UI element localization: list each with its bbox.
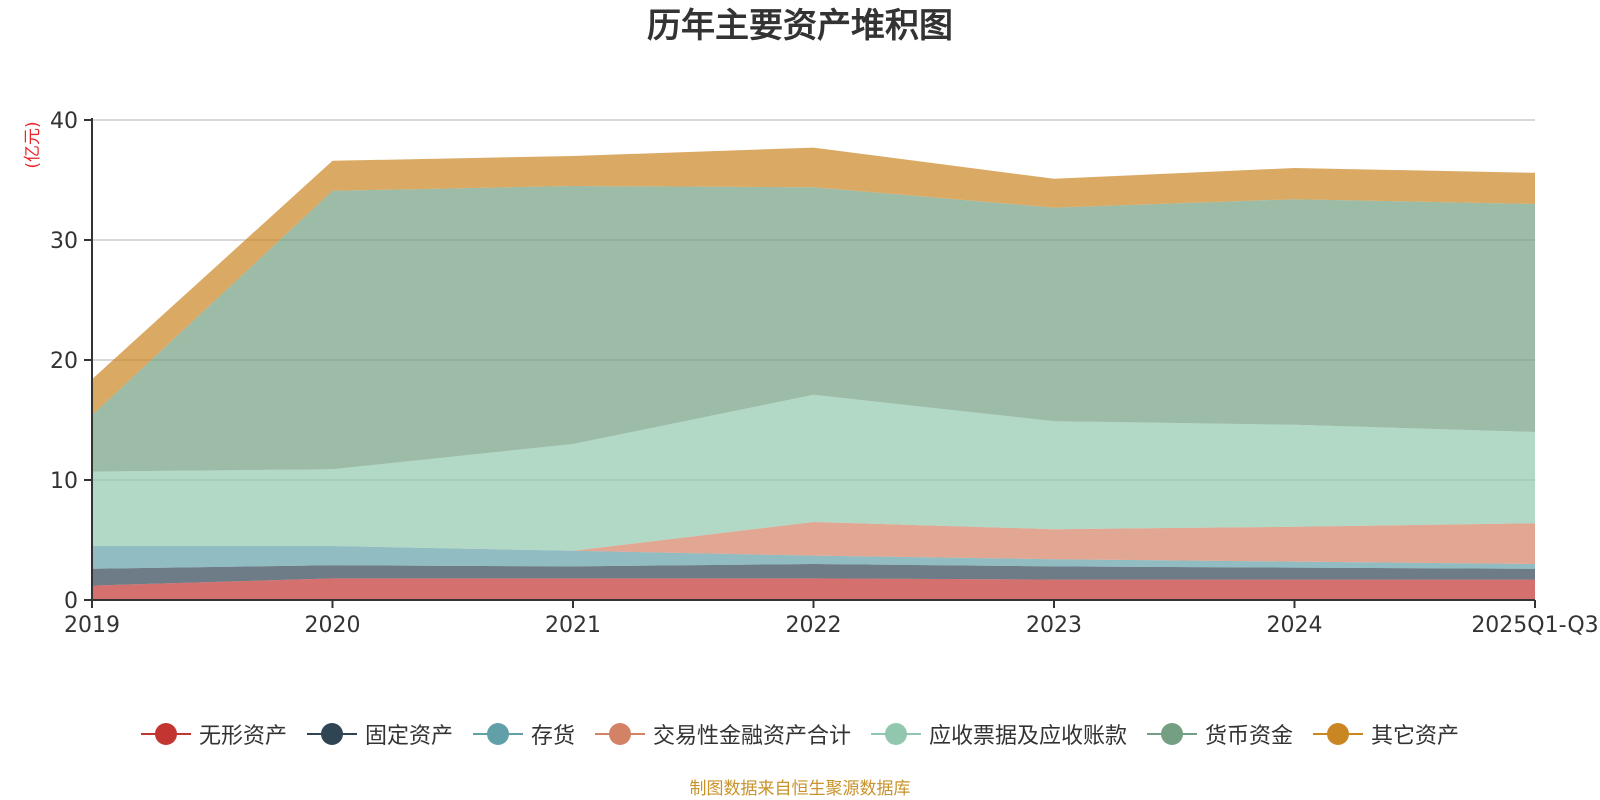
legend-label: 交易性金融资产合计	[652, 724, 851, 749]
area-series-5[interactable]	[92, 186, 1535, 472]
legend-marker-icon	[594, 723, 645, 745]
legend-item-0[interactable]: 无形资产	[140, 718, 287, 750]
y-tick-label-0: 0	[64, 589, 78, 614]
source-note: 制图数据来自恒生聚源数据库	[689, 779, 911, 799]
legend-item-1[interactable]: 固定资产	[306, 718, 453, 750]
y-tick-label-10: 10	[50, 469, 78, 494]
y-tick-label-40: 40	[50, 109, 78, 134]
x-tick-label-0: 2019	[64, 613, 120, 638]
legend-dot	[1327, 723, 1350, 745]
axis-layer: 0 10 20 30 40 2019 2020 2021 2022 2023 2024 2025Q1-…	[50, 109, 1599, 638]
y-tick-label-20: 20	[50, 349, 78, 374]
legend-item-5[interactable]: 货币资金	[1147, 718, 1293, 750]
legend-label: 其它资产	[1371, 724, 1460, 749]
x-tick-label-3: 2022	[786, 613, 842, 638]
area-series-1[interactable]	[92, 564, 1535, 586]
legend-label: 存货	[530, 724, 575, 749]
x-tick-label-6: 2025Q1-Q3	[1471, 613, 1598, 638]
legend-label: 固定资产	[364, 724, 453, 749]
area-series-0[interactable]	[92, 578, 1535, 600]
area-series-6[interactable]	[92, 147, 1535, 416]
y-tick-label-30: 30	[50, 229, 78, 254]
legend: 无形资产 固定资产 存货 交易性金融资产合计 应收票据及应收账款 货币资金 其它资产	[0, 714, 1600, 754]
legend-dot	[1161, 723, 1184, 745]
area-layer	[92, 147, 1535, 600]
legend-item-2[interactable]: 存货	[472, 718, 575, 750]
area-series-2[interactable]	[92, 546, 1535, 569]
legend-marker-icon	[1147, 723, 1198, 745]
legend-item-6[interactable]: 其它资产	[1313, 718, 1459, 750]
x-tick-label-1: 2020	[305, 613, 361, 638]
legend-dot	[320, 723, 343, 745]
x-tick-label-2: 2021	[545, 613, 601, 638]
legend-label: 应收票据及应收账款	[929, 724, 1128, 749]
legend-dot	[154, 723, 177, 745]
area-series-3[interactable]	[92, 522, 1535, 564]
legend-dot	[885, 723, 907, 745]
area-series-4[interactable]	[92, 394, 1535, 551]
legend-dot	[486, 723, 509, 745]
legend-item-4[interactable]: 应收票据及应收账款	[871, 718, 1127, 750]
legend-marker-icon	[472, 723, 523, 745]
legend-label: 无形资产	[198, 724, 287, 749]
legend-dot	[608, 723, 631, 745]
legend-marker-icon	[871, 723, 921, 745]
legend-marker-icon	[140, 723, 191, 745]
legend-item-3[interactable]: 交易性金融资产合计	[594, 718, 851, 750]
legend-marker-icon	[306, 723, 357, 745]
chart-title: 历年主要资产堆积图	[647, 6, 953, 46]
legend-label: 货币资金	[1205, 724, 1294, 749]
x-tick-label-4: 2023	[1026, 613, 1082, 638]
y-unit-label: (亿元)	[23, 121, 43, 168]
x-tick-label-5: 2024	[1267, 613, 1323, 638]
legend-marker-icon	[1313, 723, 1364, 745]
